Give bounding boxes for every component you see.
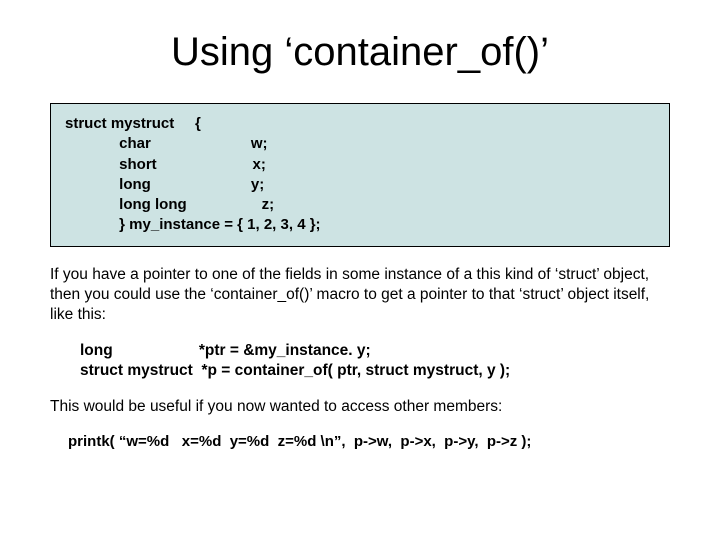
code-line: } my_instance = { 1, 2, 3, 4 }; [65, 216, 321, 233]
explanation-paragraph-1: If you have a pointer to one of the fiel… [50, 265, 670, 325]
example-line: long *ptr = &my_instance. y; [80, 342, 371, 359]
example-code-block: long *ptr = &my_instance. y; struct myst… [80, 341, 670, 381]
explanation-paragraph-2: This would be useful if you now wanted t… [50, 397, 670, 417]
code-line: long long z; [65, 196, 274, 213]
printk-line: printk( “w=%d x=%d y=%d z=%d \n”, p->w, … [68, 433, 670, 450]
code-line: long y; [65, 176, 264, 193]
code-line: struct mystruct { [65, 115, 201, 132]
code-line: char w; [65, 135, 268, 152]
slide: Using ‘container_of()’ struct mystruct {… [0, 0, 720, 540]
code-line: short x; [65, 156, 266, 173]
struct-code-box: struct mystruct { char w; short x; long … [50, 103, 670, 247]
slide-title: Using ‘container_of()’ [50, 30, 670, 75]
example-line: struct mystruct *p = container_of( ptr, … [80, 362, 510, 379]
